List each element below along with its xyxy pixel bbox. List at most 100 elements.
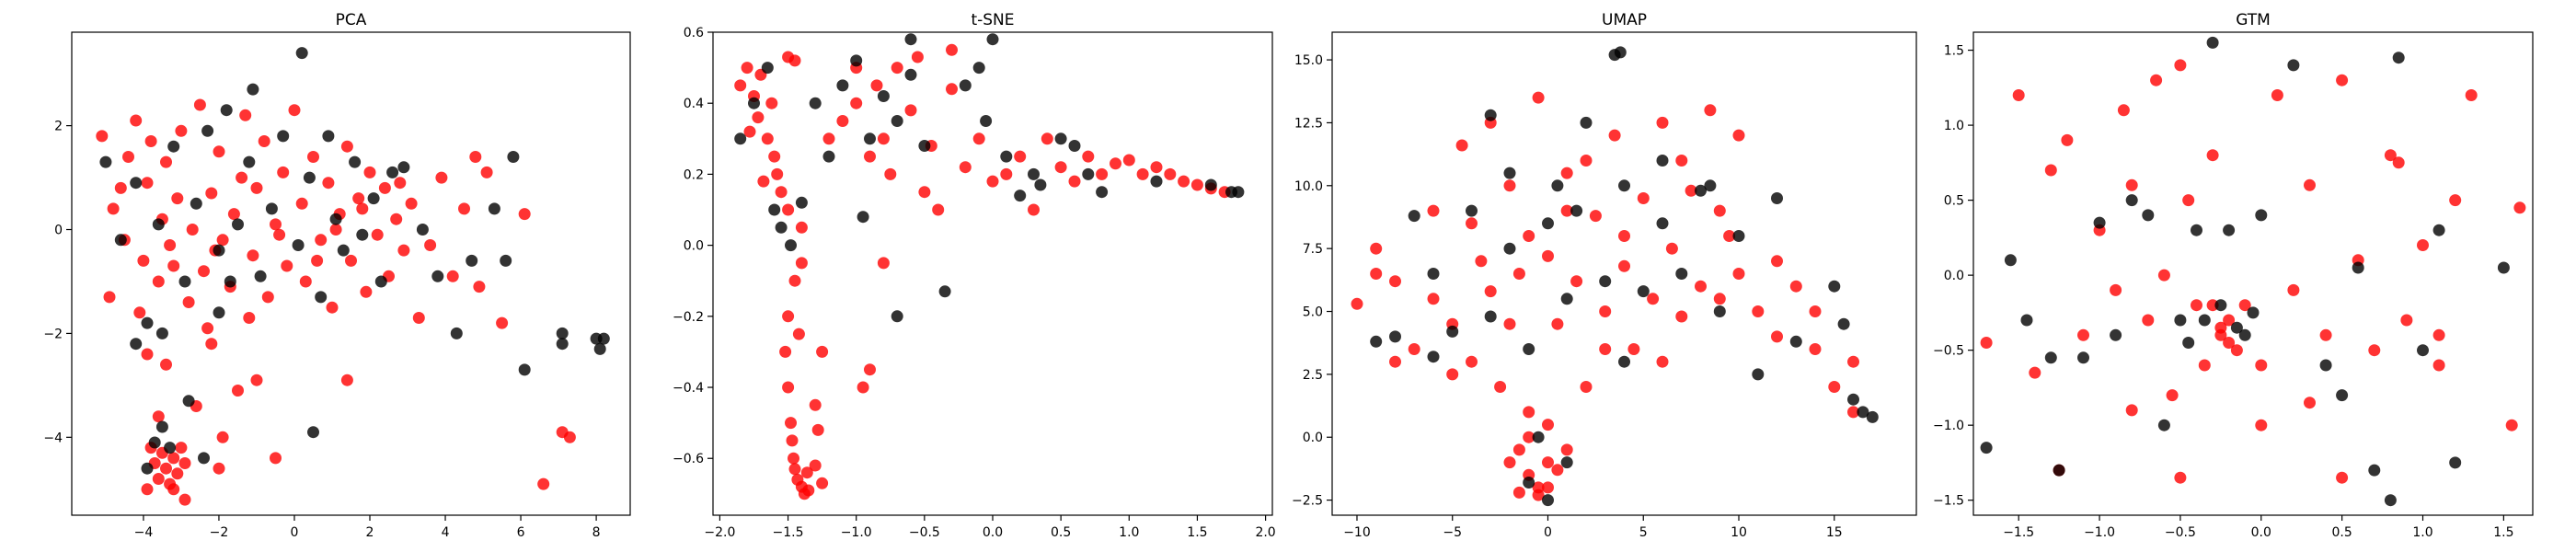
data-point bbox=[186, 224, 199, 236]
data-point bbox=[2319, 328, 2332, 341]
data-point bbox=[356, 202, 369, 215]
data-point bbox=[537, 477, 550, 490]
data-point bbox=[1618, 179, 1630, 192]
x-tick-label: 0.5 bbox=[2332, 525, 2352, 540]
data-point bbox=[1532, 489, 1545, 501]
data-point bbox=[891, 310, 903, 323]
data-point bbox=[397, 244, 410, 257]
data-point bbox=[2417, 239, 2429, 251]
x-tick-label: 1.5 bbox=[1187, 525, 1207, 540]
data-point bbox=[1551, 317, 1564, 330]
data-point bbox=[2206, 149, 2219, 162]
data-point bbox=[1560, 204, 1573, 217]
panel-pca: PCA −4 −2 0 2 4 6 8 −4 −2 0 2 bbox=[43, 11, 631, 540]
data-point bbox=[734, 132, 747, 145]
data-point bbox=[1752, 368, 1765, 381]
data-point bbox=[2029, 366, 2041, 379]
data-point bbox=[1580, 116, 1593, 129]
data-point bbox=[1503, 242, 1516, 255]
data-point bbox=[152, 473, 165, 485]
data-point bbox=[1542, 494, 1554, 507]
data-point bbox=[771, 167, 784, 180]
data-point bbox=[1351, 297, 1363, 310]
data-point bbox=[864, 150, 876, 163]
data-point bbox=[2230, 321, 2243, 334]
data-point bbox=[466, 254, 478, 267]
data-point bbox=[986, 33, 999, 46]
data-point bbox=[99, 155, 112, 168]
x-tick-label: −5 bbox=[1443, 525, 1462, 540]
y-tick-label: 0.4 bbox=[684, 97, 704, 111]
data-point bbox=[1789, 335, 1802, 348]
data-point bbox=[904, 104, 917, 117]
data-point bbox=[850, 54, 863, 67]
x-tick-label: −1.5 bbox=[2003, 525, 2034, 540]
data-point bbox=[1809, 343, 1822, 355]
scatter-points-tsne bbox=[734, 33, 1245, 500]
data-point bbox=[2166, 389, 2179, 402]
scatter-points-gtm bbox=[1980, 36, 2526, 507]
data-point bbox=[450, 327, 463, 339]
data-point bbox=[356, 228, 369, 241]
data-point bbox=[1512, 486, 1525, 499]
data-point bbox=[1484, 285, 1497, 298]
data-point bbox=[1771, 192, 1783, 204]
data-point bbox=[1713, 204, 1726, 217]
y-tick-label: 5.0 bbox=[1303, 305, 1323, 320]
data-point bbox=[809, 97, 822, 109]
data-point bbox=[2400, 314, 2413, 327]
data-point bbox=[2465, 89, 2478, 101]
data-point bbox=[198, 452, 210, 465]
data-point bbox=[2198, 314, 2211, 327]
data-point bbox=[155, 420, 168, 433]
data-point bbox=[932, 203, 945, 216]
data-point bbox=[1523, 431, 1535, 443]
data-point bbox=[1028, 203, 1040, 216]
data-point bbox=[458, 202, 470, 215]
data-point bbox=[1427, 268, 1440, 280]
data-point bbox=[2449, 194, 2462, 207]
data-point bbox=[224, 275, 236, 288]
data-point bbox=[556, 327, 569, 339]
x-tick-label: −4 bbox=[134, 525, 154, 540]
data-point bbox=[1370, 242, 1383, 255]
data-point bbox=[1512, 443, 1525, 456]
data-point bbox=[2223, 337, 2236, 349]
data-point bbox=[822, 150, 835, 163]
data-point bbox=[2304, 178, 2316, 191]
x-tick-label: 0 bbox=[1544, 525, 1552, 540]
x-tick-label: −10 bbox=[1343, 525, 1371, 540]
data-point bbox=[247, 83, 259, 96]
data-point bbox=[816, 345, 829, 358]
data-point bbox=[752, 111, 765, 124]
data-point bbox=[1427, 351, 1440, 363]
data-point bbox=[1656, 217, 1669, 230]
data-point bbox=[1427, 293, 1440, 305]
data-point bbox=[1466, 204, 1478, 217]
data-point bbox=[167, 483, 180, 496]
data-point bbox=[1150, 161, 1163, 174]
data-point bbox=[193, 98, 206, 111]
data-point bbox=[254, 270, 267, 282]
data-point bbox=[2432, 328, 2445, 341]
data-point bbox=[1503, 167, 1516, 179]
data-point bbox=[864, 363, 876, 376]
data-point bbox=[397, 161, 410, 174]
data-point bbox=[141, 483, 154, 496]
data-point bbox=[488, 202, 500, 215]
data-point bbox=[326, 301, 339, 314]
data-point bbox=[2077, 351, 2089, 364]
data-point bbox=[816, 477, 829, 489]
data-point bbox=[795, 257, 808, 270]
data-point bbox=[2417, 344, 2429, 357]
data-point bbox=[247, 249, 259, 262]
data-point bbox=[2125, 404, 2138, 417]
data-point bbox=[1542, 481, 1554, 494]
data-point bbox=[1828, 280, 1841, 293]
data-point bbox=[891, 115, 903, 127]
y-tick-label: 0 bbox=[54, 224, 63, 238]
data-point bbox=[2077, 328, 2089, 341]
data-point bbox=[986, 175, 999, 188]
data-point bbox=[141, 316, 154, 329]
data-point bbox=[1560, 167, 1573, 179]
